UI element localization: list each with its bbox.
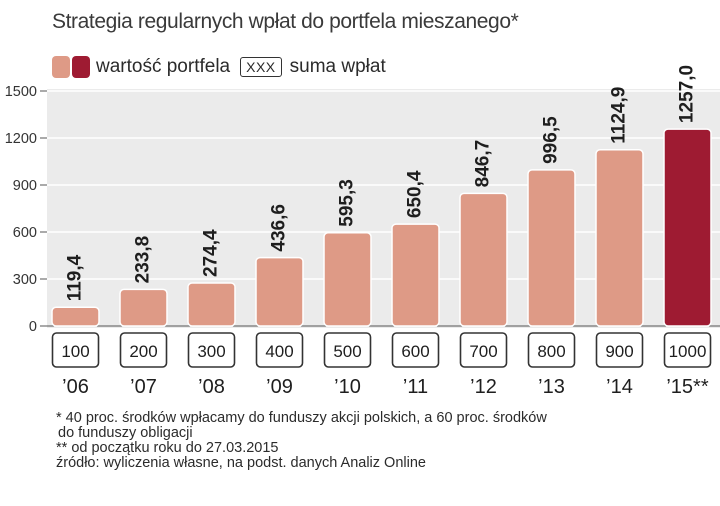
x-axis: ’06 ’07 ’08 ’09 ’10 ’11 ’12 ’13 ’14 ’15** <box>62 376 709 398</box>
y-tick-label: 900 <box>13 178 37 194</box>
bar-value-label: 650,4 <box>405 170 426 218</box>
bars <box>51 128 712 327</box>
chart-title: Strategia regularnych wpłat do portfela … <box>52 10 519 33</box>
sum-box <box>459 332 508 368</box>
x-tick-label: ’12 <box>470 376 497 398</box>
y-tick-label: 1200 <box>5 131 37 147</box>
sum-box-label: 800 <box>537 342 565 361</box>
footnote-2: ** od początku roku do 27.03.2015 <box>56 440 279 456</box>
bar <box>119 288 168 327</box>
bar <box>459 192 508 327</box>
sum-box <box>255 332 304 368</box>
legend-swatch-portfolio-highlight <box>72 56 90 78</box>
footnote-1-cont: do funduszy obligacji <box>58 425 193 441</box>
bar-value-label: 233,8 <box>133 236 154 284</box>
legend-box-sample: XXX <box>240 57 282 77</box>
sum-box-label: 400 <box>265 342 293 361</box>
bar <box>595 149 644 327</box>
y-tick-label: 1500 <box>5 84 37 100</box>
bar <box>663 128 712 327</box>
x-tick-label: ’11 <box>403 376 428 398</box>
bar <box>187 282 236 327</box>
x-tick-label: ’13 <box>538 376 565 398</box>
x-tick-label: ’07 <box>130 376 157 398</box>
sum-box-label: 200 <box>129 342 157 361</box>
x-tick-label: ’10 <box>334 376 361 398</box>
bar-value-label: 119,4 <box>65 254 86 301</box>
bar <box>51 306 100 327</box>
sum-box-label: 300 <box>197 342 225 361</box>
sum-box <box>51 332 100 368</box>
sum-box-label: 100 <box>61 342 89 361</box>
y-tick-label: 300 <box>13 272 37 288</box>
sum-box <box>527 332 576 368</box>
x-tick-label: ’14 <box>606 376 633 398</box>
bar-value-label: 846,7 <box>473 140 494 188</box>
bar-value-label: 436,6 <box>269 204 290 252</box>
sum-box-label: 900 <box>605 342 633 361</box>
bar-value-label: 595,3 <box>337 179 358 227</box>
y-tick-label: 0 <box>29 319 37 335</box>
sum-box-label: 500 <box>333 342 361 361</box>
source-note: źródło: wyliczenia własne, na podst. dan… <box>56 455 426 471</box>
bar-value-label: 1257,0 <box>677 65 698 123</box>
sum-box-label: 1000 <box>669 342 707 361</box>
x-tick-label: ’09 <box>266 376 293 398</box>
legend-label-sum: suma wpłat <box>289 56 386 77</box>
sum-box <box>323 332 372 368</box>
sum-boxes: 100 200 300 400 500 600 700 800 900 1000 <box>51 332 712 368</box>
x-tick-label: ’15** <box>666 376 708 398</box>
legend: wartość portfela XXX suma wpłat <box>52 54 386 80</box>
footnotes: * 40 proc. środków wpłacamy do funduszy … <box>56 411 547 471</box>
value-labels: 119,4 233,8 274,4 436,6 595,3 650,4 846,7 996,5… <box>65 65 698 301</box>
x-tick-label: ’06 <box>62 376 89 398</box>
sum-box-label: 600 <box>401 342 429 361</box>
bar-value-label: 1124,9 <box>609 87 630 144</box>
y-tick-label: 600 <box>13 225 37 241</box>
bar <box>323 231 372 327</box>
bar <box>527 169 576 327</box>
footnote-1: * 40 proc. środków wpłacamy do funduszy … <box>56 410 547 426</box>
sum-box-label: 700 <box>469 342 497 361</box>
legend-swatch-portfolio <box>52 56 70 78</box>
bar-value-label: 274,4 <box>201 229 222 277</box>
bar-value-label: 996,5 <box>541 116 562 164</box>
bar <box>255 256 304 327</box>
sum-box <box>187 332 236 368</box>
sum-box <box>119 332 168 368</box>
sum-box <box>595 332 644 368</box>
x-tick-label: ’08 <box>198 376 225 398</box>
bar <box>391 223 440 327</box>
legend-label-portfolio: wartość portfela <box>96 56 231 77</box>
sum-box <box>391 332 440 368</box>
sum-box <box>663 332 712 368</box>
bar-chart: 0 300 600 900 1200 1500 119,4 233,8 274,4 436,6 5… <box>5 65 720 398</box>
